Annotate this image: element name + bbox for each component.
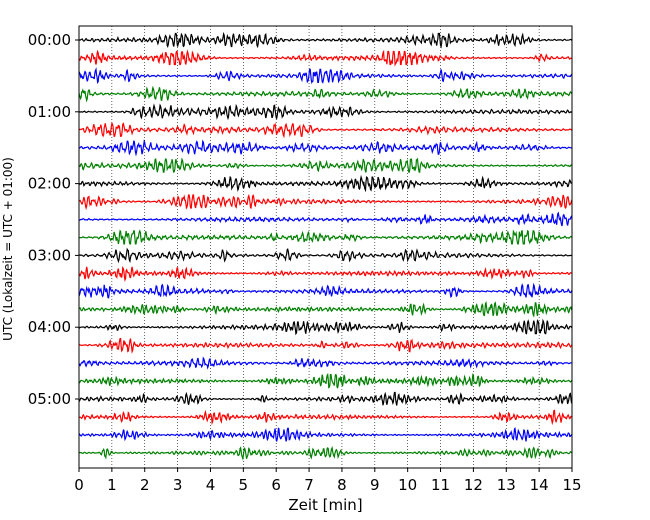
y-tick-label: 04:00 — [28, 318, 71, 336]
seismogram-trace — [78, 229, 573, 245]
seismogram-trace — [78, 445, 573, 461]
seismogram-trace — [78, 265, 572, 283]
y-tick-label: 02:00 — [28, 175, 71, 193]
x-tick-label: 10 — [398, 476, 417, 494]
x-tick-label: 1 — [107, 476, 117, 494]
seismogram-trace — [78, 174, 573, 193]
seismogram-trace — [78, 301, 573, 318]
y-tick-label: 00:00 — [28, 31, 71, 49]
seismogram-trace — [78, 391, 573, 406]
y-axis-label: UTC (Lokalzeit = UTC + 01:00) — [1, 157, 15, 341]
seismogram-trace — [78, 67, 573, 85]
x-tick-label: 14 — [530, 476, 549, 494]
x-tick-label: 5 — [239, 476, 249, 494]
x-axis-label: Zeit [min] — [288, 496, 362, 514]
y-tick-label: 03:00 — [28, 246, 71, 264]
seismogram-trace — [78, 103, 573, 121]
seismogram-trace — [78, 318, 573, 336]
seismogram-trace — [78, 49, 573, 67]
seismogram-trace — [78, 157, 573, 174]
seismogram-trace — [79, 338, 573, 354]
seismogram-trace — [78, 372, 573, 389]
seismogram-trace — [78, 121, 573, 139]
seismogram-trace — [78, 247, 573, 264]
seismogram-trace — [79, 139, 572, 157]
x-tick-label: 2 — [140, 476, 150, 494]
x-tick-label: 0 — [74, 476, 84, 494]
seismogram-trace — [78, 31, 573, 49]
x-axis-ticks: 0 1 2 3 4 5 6 7 8 9 10 11 12 13 14 15 — [74, 468, 582, 494]
y-axis-ticks: 00:00 01:00 02:00 03:00 04:00 05:00 — [28, 31, 79, 408]
y-tick-label: 01:00 — [28, 103, 71, 121]
x-tick-label: 7 — [304, 476, 314, 494]
x-tick-label: 13 — [497, 476, 516, 494]
seismogram-trace — [79, 427, 573, 442]
seismogram-traces — [78, 31, 573, 461]
plot-frame — [78, 25, 573, 469]
x-tick-label: 4 — [206, 476, 216, 494]
x-tick-label: 11 — [431, 476, 450, 494]
seismogram-trace — [78, 193, 573, 211]
x-tick-label: 12 — [464, 476, 483, 494]
x-tick-label: 8 — [337, 476, 347, 494]
x-tick-label: 3 — [173, 476, 183, 494]
x-tick-label: 15 — [562, 476, 581, 494]
seismogram-trace — [78, 282, 573, 299]
seismogram-trace — [78, 409, 573, 426]
seismogram-trace — [78, 356, 573, 370]
x-tick-label: 9 — [370, 476, 380, 494]
seismogram-trace — [78, 211, 573, 227]
seismogram-trace — [78, 85, 573, 103]
x-tick-label: 6 — [271, 476, 281, 494]
y-tick-label: 05:00 — [28, 390, 71, 408]
